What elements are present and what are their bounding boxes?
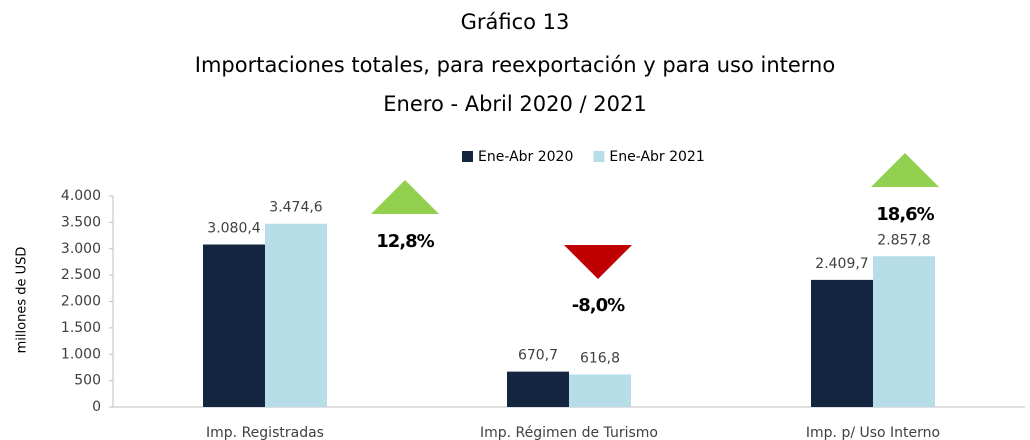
change-arrow (371, 180, 439, 214)
x-tick-label: Imp. Régimen de Turismo (480, 425, 658, 440)
value-label: 616,8 (580, 350, 620, 366)
bar (265, 223, 327, 407)
bar (569, 374, 631, 407)
bar (873, 256, 935, 407)
legend-swatch (593, 151, 605, 162)
legend-label: Ene-Abr 2021 (609, 149, 704, 165)
bar (811, 279, 873, 407)
bar (507, 371, 569, 407)
y-tick-label: 1.500 (61, 320, 101, 336)
chart-subtitle: Importaciones totales, para reexportació… (195, 53, 835, 77)
y-tick-label: 3.000 (61, 241, 101, 257)
y-axis-label: millones de USD (15, 247, 30, 354)
y-tick-label: 1.000 (61, 346, 101, 362)
value-label: 2.409,7 (815, 256, 868, 272)
y-tick-label: 2.500 (61, 267, 101, 283)
value-label: 2.857,8 (877, 232, 930, 248)
chart-title: Gráfico 13 (461, 10, 570, 34)
y-tick-label: 2.000 (61, 294, 101, 310)
y-tick-label: 500 (74, 373, 101, 389)
annotation: 18,6% (876, 204, 934, 225)
change-arrow (564, 245, 632, 279)
annotation: 12,8% (376, 231, 434, 252)
x-tick-label: Imp. p/ Uso Interno (806, 425, 940, 440)
y-tick-label: 4.000 (61, 188, 101, 204)
annotation: -8,0% (572, 295, 625, 316)
legend-swatch (462, 151, 473, 162)
value-label: 3.474,6 (269, 200, 323, 216)
legend-label: Ene-Abr 2020 (478, 149, 573, 165)
x-tick-label: Imp. Registradas (206, 425, 324, 440)
bar (203, 244, 265, 407)
y-tick-label: 0 (92, 399, 101, 415)
y-tick-label: 3.500 (61, 214, 101, 230)
value-label: 670,7 (518, 348, 558, 364)
change-arrow (871, 153, 939, 187)
value-label: 3.080,4 (207, 221, 261, 237)
chart-subtitle: Enero - Abril 2020 / 2021 (383, 92, 646, 116)
